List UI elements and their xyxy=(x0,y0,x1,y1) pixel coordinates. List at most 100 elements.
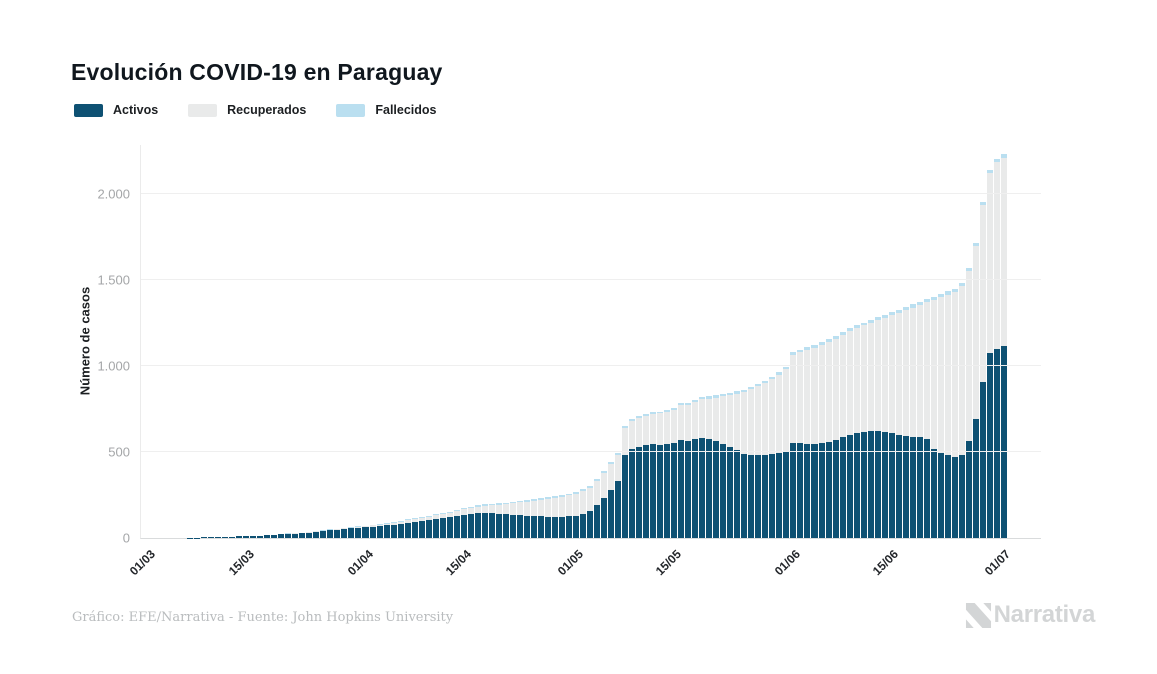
bar-segment-activos xyxy=(825,441,832,538)
bar-segment-activos xyxy=(699,438,706,538)
bar-segment-activos xyxy=(657,445,664,538)
bar-segment-activos xyxy=(229,536,236,538)
bar-segment-activos xyxy=(804,444,811,538)
legend-item-fallecidos[interactable]: Fallecidos xyxy=(336,103,437,117)
chart-title: Evolución COVID-19 en Paraguay xyxy=(71,59,443,86)
legend-item-recuperados[interactable]: Recuperados xyxy=(188,103,306,117)
bar-segment-activos xyxy=(832,439,839,538)
daily-stacked-bar xyxy=(755,383,762,538)
daily-stacked-bar xyxy=(825,339,832,538)
daily-stacked-bar xyxy=(586,485,593,538)
bar-segment-fallecidos xyxy=(790,352,797,355)
daily-stacked-bar xyxy=(257,535,264,538)
bar-segment-fallecidos xyxy=(748,386,755,390)
bar-segment-activos xyxy=(306,532,313,538)
daily-stacked-bar xyxy=(537,498,544,538)
bar-segment-recuperados xyxy=(972,246,979,420)
bar-segment-activos xyxy=(972,419,979,538)
daily-stacked-bar xyxy=(271,534,278,538)
bar-segment-fallecidos xyxy=(986,169,993,174)
bar-segment-recuperados xyxy=(404,520,411,523)
daily-stacked-bar xyxy=(376,524,383,538)
daily-stacked-bar xyxy=(741,389,748,538)
bar-segment-activos xyxy=(558,516,565,538)
bar-segment-recuperados xyxy=(348,527,355,529)
daily-stacked-bar xyxy=(292,533,299,538)
bar-segment-recuperados xyxy=(488,505,495,514)
bar-segment-activos xyxy=(201,537,208,538)
daily-stacked-bar xyxy=(783,366,790,538)
bar-segment-fallecidos xyxy=(657,411,664,414)
bar-segment-recuperados xyxy=(902,310,909,436)
bar-segment-activos xyxy=(790,442,797,538)
bar-segment-recuperados xyxy=(811,347,818,444)
daily-stacked-bar xyxy=(664,409,671,538)
fallecidos-swatch-icon xyxy=(336,103,366,117)
daily-stacked-bar xyxy=(636,416,643,538)
daily-stacked-bar xyxy=(425,515,432,538)
daily-stacked-bar xyxy=(243,536,250,538)
bar-segment-fallecidos xyxy=(615,452,622,455)
daily-stacked-bar xyxy=(727,393,734,538)
bar-segment-recuperados xyxy=(748,389,755,455)
bar-segment-recuperados xyxy=(622,428,629,456)
bar-segment-activos xyxy=(622,455,629,538)
bar-segment-activos xyxy=(874,431,881,538)
daily-stacked-bar xyxy=(488,503,495,538)
bar-segment-recuperados xyxy=(558,496,565,517)
bar-segment-activos xyxy=(650,444,657,538)
bar-segment-recuperados xyxy=(762,383,769,455)
bar-segment-recuperados xyxy=(523,501,530,516)
bar-segment-activos xyxy=(502,514,509,538)
daily-stacked-bar xyxy=(650,411,657,538)
bar-segment-activos xyxy=(923,439,930,538)
daily-stacked-bar xyxy=(551,496,558,538)
bar-segment-activos xyxy=(572,515,579,538)
bar-segment-recuperados xyxy=(608,464,615,490)
bar-segment-recuperados xyxy=(874,320,881,432)
bar-segment-activos xyxy=(383,525,390,538)
bar-segment-fallecidos xyxy=(923,299,930,303)
daily-stacked-bar xyxy=(418,517,425,538)
y-axis-tick-label: 2.000 xyxy=(97,186,130,202)
daily-stacked-bar xyxy=(811,345,818,538)
bar-segment-activos xyxy=(1000,346,1007,538)
bar-segment-recuperados xyxy=(881,317,888,433)
bar-segment-recuperados xyxy=(944,294,951,456)
bar-segment-fallecidos xyxy=(622,426,629,429)
bar-segment-fallecidos xyxy=(544,497,551,499)
bar-segment-recuperados xyxy=(376,524,383,527)
bar-segment-activos xyxy=(285,533,292,538)
bar-segment-activos xyxy=(895,434,902,538)
bar-segment-fallecidos xyxy=(551,496,558,498)
logo-text: Narrativa xyxy=(993,601,1096,628)
daily-stacked-bar xyxy=(951,288,958,538)
daily-stacked-bar xyxy=(411,518,418,538)
legend-item-activos[interactable]: Activos xyxy=(74,103,158,117)
daily-stacked-bar xyxy=(404,519,411,538)
chart-legend: Activos Recuperados Fallecidos xyxy=(74,103,467,117)
daily-stacked-bar xyxy=(986,169,993,538)
daily-stacked-bar xyxy=(958,282,965,538)
bar-segment-recuperados xyxy=(509,503,516,515)
bar-segment-fallecidos xyxy=(467,506,474,509)
bar-segment-fallecidos xyxy=(881,314,888,318)
bar-segment-fallecidos xyxy=(488,503,495,506)
bar-segment-fallecidos xyxy=(692,399,699,402)
bars-container xyxy=(145,145,1007,538)
bar-segment-recuperados xyxy=(895,312,902,435)
bar-segment-activos xyxy=(586,511,593,538)
activos-swatch-icon xyxy=(74,103,103,117)
bar-segment-fallecidos xyxy=(755,383,762,387)
bar-segment-recuperados xyxy=(439,513,446,519)
bar-segment-activos xyxy=(292,533,299,538)
daily-stacked-bar xyxy=(594,479,601,538)
bar-segment-fallecidos xyxy=(530,499,537,501)
bar-segment-fallecidos xyxy=(362,525,369,527)
bar-segment-activos xyxy=(720,443,727,538)
bar-segment-recuperados xyxy=(341,528,348,530)
bar-segment-recuperados xyxy=(839,334,846,438)
bar-segment-fallecidos xyxy=(944,291,951,295)
bar-segment-fallecidos xyxy=(888,312,895,316)
legend-label: Activos xyxy=(113,103,159,117)
